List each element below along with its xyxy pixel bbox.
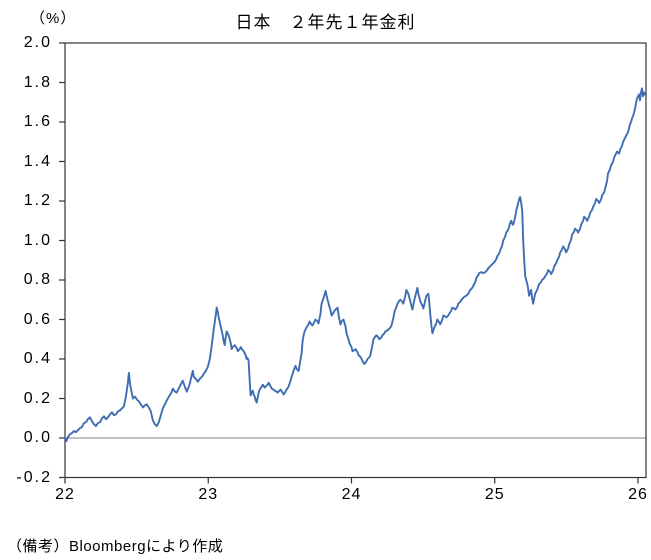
x-tick-label: 24 bbox=[341, 486, 362, 503]
x-tick-label: 25 bbox=[484, 486, 505, 503]
y-tick-label: 0.6 bbox=[23, 310, 52, 328]
y-tick-label: 2.0 bbox=[23, 34, 52, 51]
y-tick-label: 1.8 bbox=[23, 73, 52, 91]
plot-frame bbox=[64, 42, 647, 479]
y-tick-label: 1.4 bbox=[23, 152, 52, 170]
x-tick-label: 26 bbox=[628, 486, 648, 503]
y-tick-label: -0.2 bbox=[16, 468, 52, 486]
y-tick-label: 0.2 bbox=[23, 389, 52, 407]
y-tick-label: 0.0 bbox=[23, 429, 52, 446]
x-tick-label: 22 bbox=[55, 486, 75, 503]
x-tick-label: 23 bbox=[198, 486, 219, 503]
source-note: （備考）Bloombergにより作成 bbox=[7, 538, 224, 555]
y-tick-label: 1.0 bbox=[23, 231, 52, 249]
y-axis-unit-label: （%） bbox=[30, 10, 77, 27]
data-line-series bbox=[64, 87, 646, 442]
y-tick-label: 0.4 bbox=[23, 350, 52, 367]
chart-title: 日本 ２年先１年金利 bbox=[235, 13, 416, 32]
y-tick-label: 0.8 bbox=[23, 271, 52, 288]
y-tick-label: 1.6 bbox=[23, 113, 52, 130]
y-tick-label: 1.2 bbox=[23, 192, 52, 209]
